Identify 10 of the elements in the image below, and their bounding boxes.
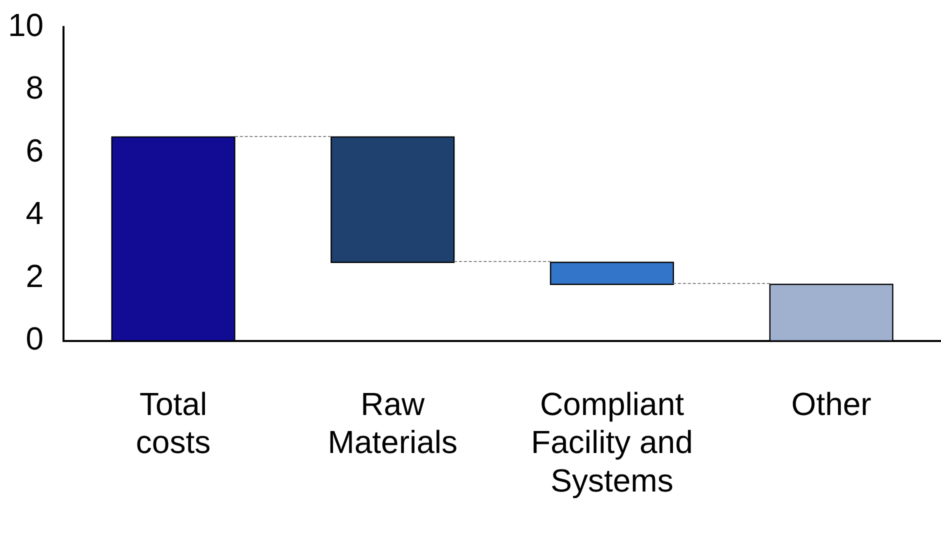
y-tick-label: 4 bbox=[26, 195, 44, 232]
y-tick-label: 0 bbox=[26, 320, 44, 357]
x-tick-label: Raw Materials bbox=[328, 386, 458, 460]
y-tick-label: 8 bbox=[26, 70, 44, 106]
y-tick-label: 10 bbox=[8, 7, 44, 44]
x-tick-label: Other bbox=[791, 386, 872, 422]
x-tick-label: Compliant Facility and Systems bbox=[531, 386, 693, 499]
x-tick-label: Total costs bbox=[136, 386, 211, 460]
y-tick-label: 6 bbox=[26, 132, 44, 168]
y-tick-label: 2 bbox=[26, 258, 44, 294]
